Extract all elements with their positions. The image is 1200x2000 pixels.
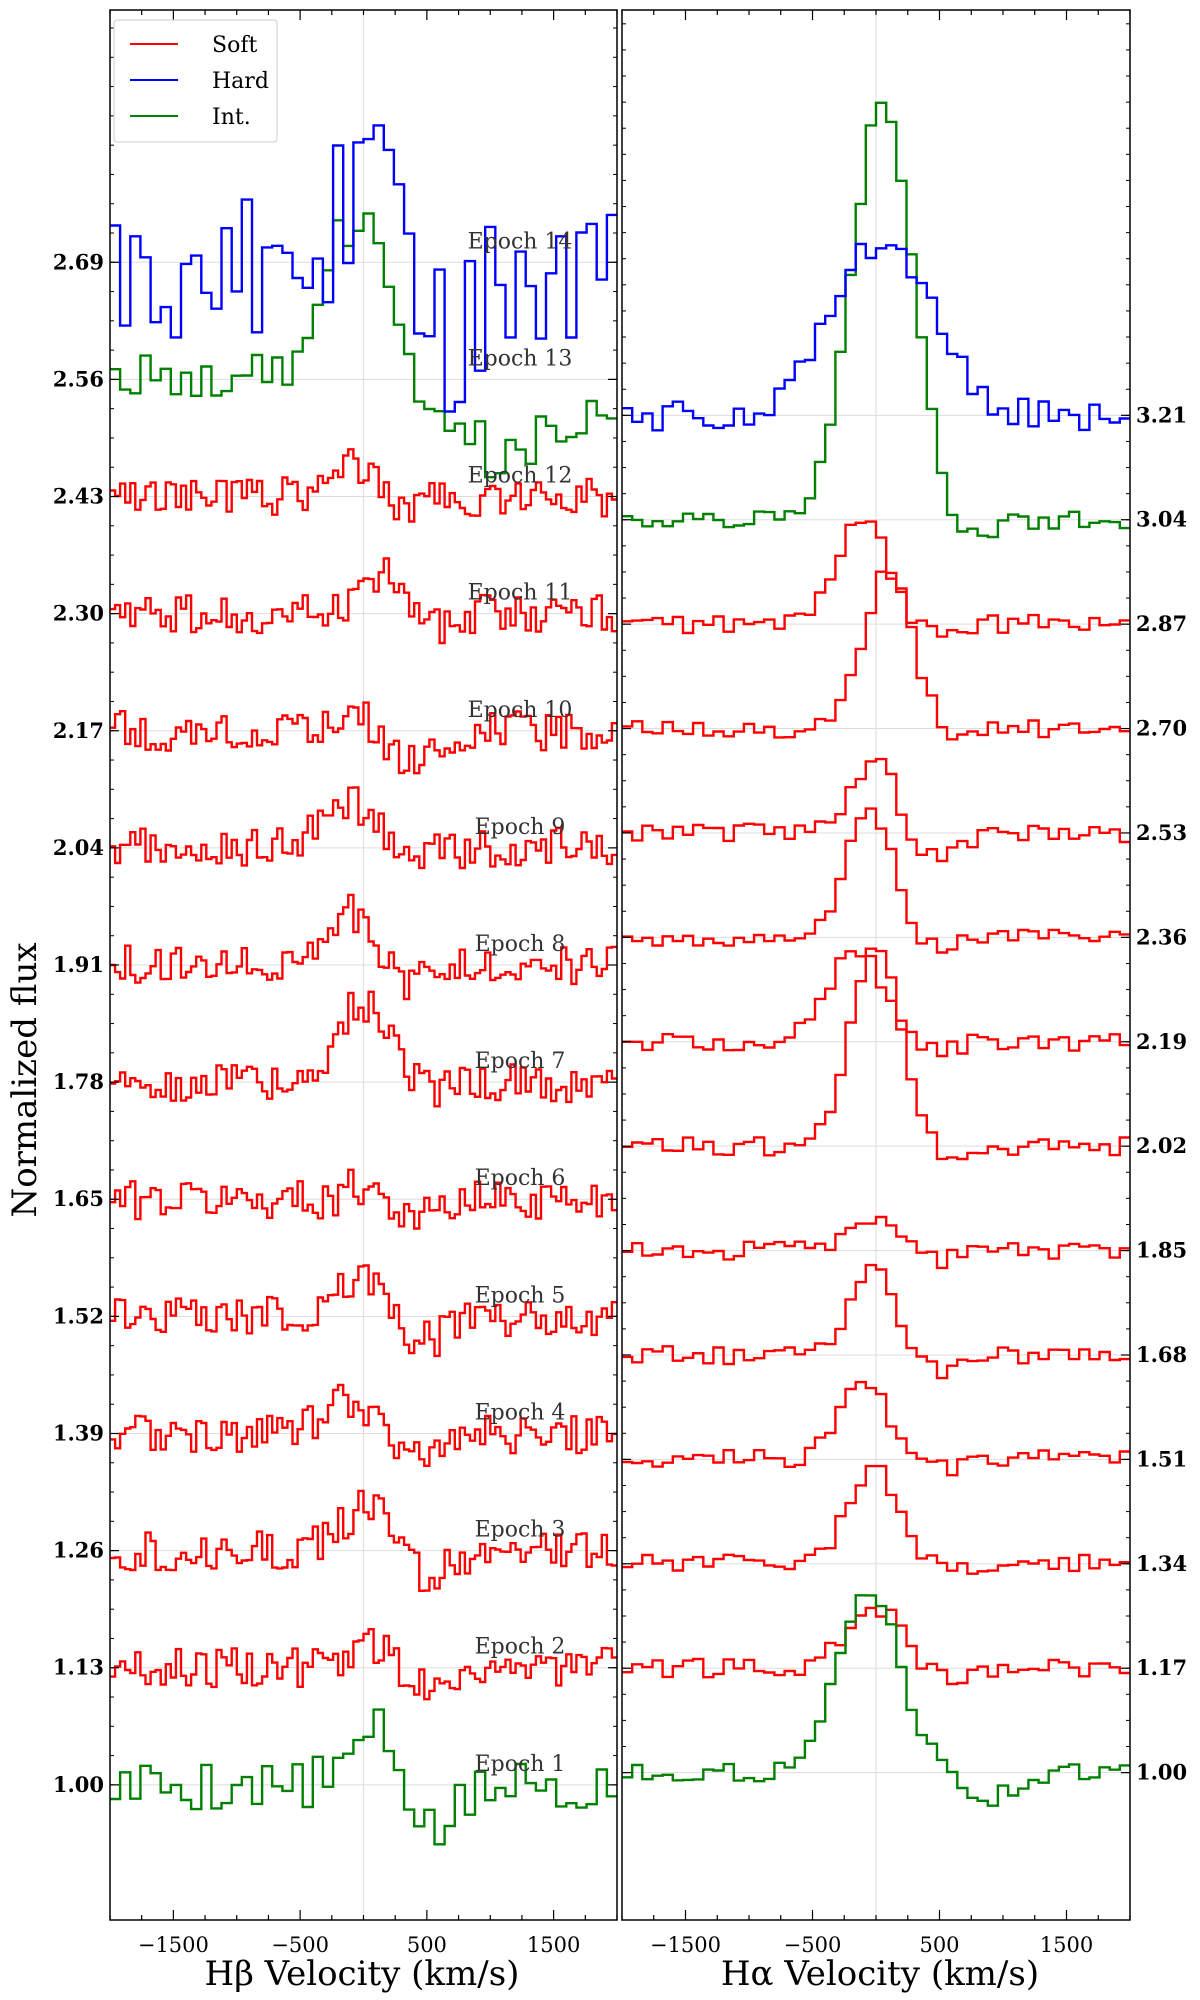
series-line-hbeta-epoch-8 bbox=[110, 893, 617, 1001]
legend: Soft Hard Int. bbox=[113, 19, 278, 143]
epoch-label: Epoch 11 bbox=[468, 581, 573, 606]
y-tick-label: 1.91 bbox=[53, 952, 104, 977]
y-tick-label: 1.78 bbox=[53, 1069, 104, 1094]
y-tick-label: 2.87 bbox=[1136, 611, 1187, 636]
y-tick-label: 3.04 bbox=[1136, 507, 1187, 532]
series-line-halpha-epoch-2 bbox=[622, 1606, 1130, 1686]
series-line-hbeta-epoch-11 bbox=[110, 557, 617, 645]
series-line-halpha-epoch-5 bbox=[622, 1263, 1130, 1380]
series-line-halpha-epoch-6 bbox=[622, 1215, 1130, 1270]
hbeta-panel: −1500 −500 500 1500 1.00 1.13 1.26 1.39 1.52 1.65… bbox=[53, 9, 618, 1957]
series-line-halpha-epoch-8 bbox=[622, 950, 1130, 1058]
legend-soft-label: Soft bbox=[212, 33, 257, 58]
series-line-hbeta-epoch-6 bbox=[110, 1168, 617, 1230]
x-tick-label: −500 bbox=[271, 1933, 329, 1957]
legend-int-label: Int. bbox=[212, 105, 251, 130]
y-tick-label: 3.21 bbox=[1136, 402, 1187, 427]
y-tick-label: 2.19 bbox=[1136, 1029, 1187, 1054]
y-tick-label: 2.02 bbox=[1136, 1133, 1187, 1158]
y-tick-label: 1.65 bbox=[53, 1186, 104, 1211]
y-tick-label: 1.51 bbox=[1136, 1446, 1187, 1471]
epoch-label: Epoch 3 bbox=[475, 1518, 566, 1543]
series-line-hbeta-epoch-7 bbox=[110, 990, 617, 1108]
y-tick-label: 2.04 bbox=[53, 835, 104, 860]
y-tick-label: 1.39 bbox=[53, 1420, 104, 1445]
y-tick-label: 2.43 bbox=[53, 484, 104, 509]
epoch-label: Epoch 5 bbox=[475, 1283, 566, 1308]
series-line-halpha-epoch-13 bbox=[622, 101, 1130, 539]
y-tick-label: 1.26 bbox=[53, 1538, 104, 1563]
epoch-label: Epoch 4 bbox=[475, 1400, 566, 1425]
series-line-hbeta-epoch-4 bbox=[110, 1383, 617, 1467]
x-tick-label: −1500 bbox=[138, 1933, 209, 1957]
y-tick-label: 2.53 bbox=[1136, 820, 1187, 845]
series-line-hbeta-epoch-12 bbox=[110, 448, 617, 523]
y-tick-label: 1.85 bbox=[1136, 1238, 1187, 1263]
x-tick-label: 500 bbox=[919, 1933, 959, 1957]
x-tick-label: 500 bbox=[407, 1933, 447, 1957]
y-tick-label: 1.13 bbox=[53, 1655, 104, 1680]
y-tick-label: 1.00 bbox=[1136, 1760, 1187, 1785]
y-tick-label: 2.56 bbox=[53, 366, 104, 391]
series-line-hbeta-epoch-2 bbox=[110, 1628, 617, 1701]
epoch-label: Epoch 7 bbox=[475, 1049, 566, 1074]
y-tick-label: 1.17 bbox=[1136, 1655, 1187, 1680]
y-tick-label: 2.17 bbox=[53, 718, 104, 743]
y-tick-label: 2.36 bbox=[1136, 924, 1187, 949]
y-tick-label: 1.34 bbox=[1136, 1551, 1187, 1576]
series-line-hbeta-epoch-5 bbox=[110, 1264, 617, 1358]
halpha-panel: −1500 −500 500 1500 1.00 1.17 1.34 1.51 1.68 1.85… bbox=[621, 9, 1187, 1957]
epoch-label: Epoch 8 bbox=[475, 932, 566, 957]
epoch-label: Epoch 6 bbox=[475, 1166, 566, 1191]
legend-box bbox=[113, 19, 278, 143]
epoch-label: Epoch 14 bbox=[468, 229, 573, 254]
x-tick-label: 1500 bbox=[1040, 1933, 1093, 1957]
epoch-label: Epoch 9 bbox=[475, 815, 566, 840]
x-axis-title-hbeta: Hβ Velocity (km/s) bbox=[205, 1954, 520, 1994]
series-line-hbeta-epoch-14 bbox=[110, 124, 617, 413]
x-tick-label: −500 bbox=[784, 1933, 842, 1957]
series-line-halpha-epoch-3 bbox=[622, 1464, 1130, 1575]
x-tick-label: 1500 bbox=[527, 1933, 580, 1957]
epoch-label: Epoch 13 bbox=[468, 346, 573, 371]
y-tick-label: 2.69 bbox=[53, 249, 104, 274]
y-tick-label: 2.30 bbox=[53, 601, 104, 626]
series-line-hbeta-epoch-1 bbox=[110, 1708, 617, 1846]
series-line-hbeta-epoch-9 bbox=[110, 786, 617, 870]
y-tick-label: 1.68 bbox=[1136, 1342, 1187, 1367]
epoch-label: Epoch 10 bbox=[468, 698, 573, 723]
series-line-halpha-epoch-1 bbox=[622, 1594, 1130, 1807]
series-line-halpha-epoch-7 bbox=[622, 947, 1130, 1161]
y-tick-label: 1.00 bbox=[53, 1772, 104, 1797]
x-axis-title-halpha: Hα Velocity (km/s) bbox=[721, 1954, 1039, 1994]
series-line-halpha-epoch-12 bbox=[622, 520, 1130, 638]
series-line-halpha-epoch-9 bbox=[622, 807, 1130, 954]
series-line-halpha-epoch-10 bbox=[622, 757, 1130, 863]
y-tick-label: 1.52 bbox=[53, 1303, 104, 1328]
epoch-label: Epoch 2 bbox=[475, 1635, 566, 1660]
epoch-label: Epoch 12 bbox=[468, 464, 573, 489]
epoch-label: Epoch 1 bbox=[475, 1752, 566, 1777]
series-line-halpha-epoch-4 bbox=[622, 1380, 1130, 1477]
series-line-halpha-epoch-11 bbox=[622, 570, 1130, 741]
series-line-hbeta-epoch-10 bbox=[110, 701, 617, 775]
x-tick-label: −1500 bbox=[650, 1933, 721, 1957]
y-axis-title: Normalized flux bbox=[5, 942, 45, 1217]
series-line-hbeta-epoch-13 bbox=[110, 212, 617, 479]
y-tick-label: 2.70 bbox=[1136, 716, 1187, 741]
legend-hard-label: Hard bbox=[212, 69, 269, 94]
series-line-hbeta-epoch-3 bbox=[110, 1489, 617, 1592]
series-line-halpha-epoch-14 bbox=[622, 242, 1130, 432]
